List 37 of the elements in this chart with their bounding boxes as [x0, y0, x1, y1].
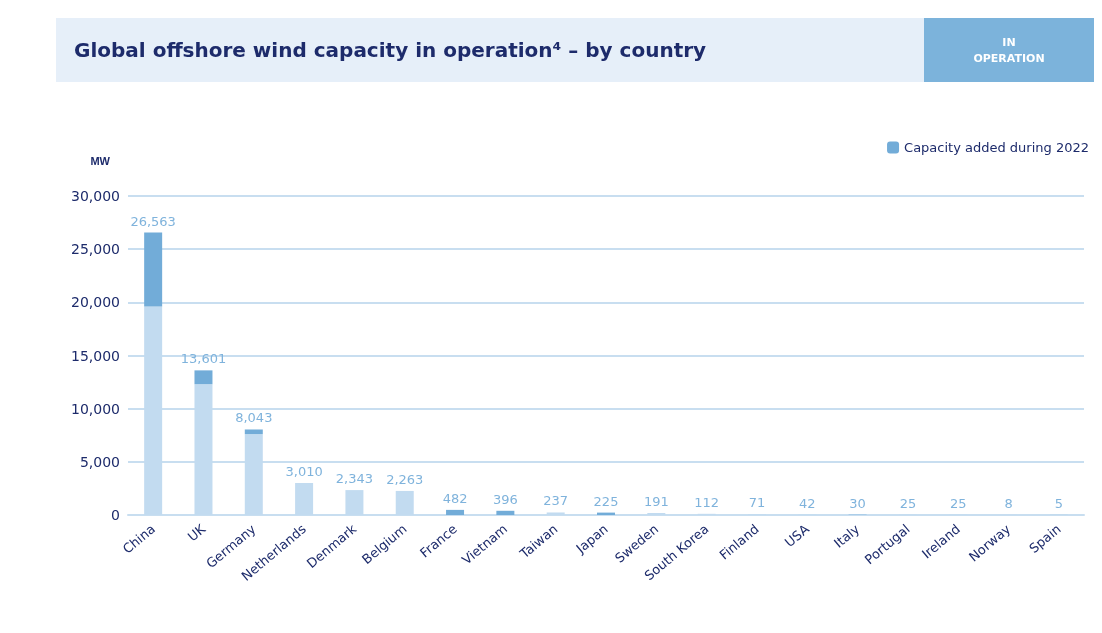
bar	[194, 370, 213, 385]
bar	[446, 509, 465, 515]
total-label: 5	[1054, 495, 1063, 511]
total-label: 8,043	[235, 410, 273, 426]
total-label: 396	[492, 491, 518, 507]
legend-label: Capacity added during 2022	[904, 140, 1089, 155]
total-label: 3,010	[285, 463, 323, 479]
chart-title: Global offshore wind capacity in operation⁴ – by country	[74, 38, 707, 62]
total-label: 2,343	[335, 471, 374, 487]
total-label: 191	[643, 493, 669, 509]
y-axis-title: MW	[90, 154, 111, 167]
total-label: 237	[543, 493, 569, 509]
total-label: 30	[849, 495, 866, 511]
y-tick-label: 5,000	[79, 453, 120, 470]
total-label: 225	[593, 493, 619, 509]
total-label: 112	[694, 494, 720, 510]
y-tick-label: 20,000	[71, 294, 120, 311]
x-tick-label: UK	[184, 520, 209, 545]
total-label: 26,563	[130, 213, 176, 229]
y-tick-label: 25,000	[71, 241, 120, 258]
bar	[496, 510, 515, 515]
x-tick-label: USA	[781, 521, 813, 551]
total-label: 71	[748, 495, 766, 511]
total-label: 8	[1004, 495, 1013, 511]
total-label: 42	[798, 495, 816, 511]
total-label: 25	[899, 495, 917, 511]
total-label: 25	[949, 495, 967, 511]
total-label: 2,263	[386, 471, 424, 487]
y-tick-label: 30,000	[71, 188, 120, 204]
total-label: 482	[442, 490, 468, 506]
text: IN OPERATION	[973, 35, 1045, 65]
y-tick-label: 15,000	[71, 347, 120, 364]
bar	[244, 429, 263, 435]
y-tick-label: 0	[111, 507, 120, 523]
y-tick-label: 10,000	[71, 400, 120, 417]
bar	[144, 232, 163, 307]
total-label: 13,601	[180, 351, 227, 367]
